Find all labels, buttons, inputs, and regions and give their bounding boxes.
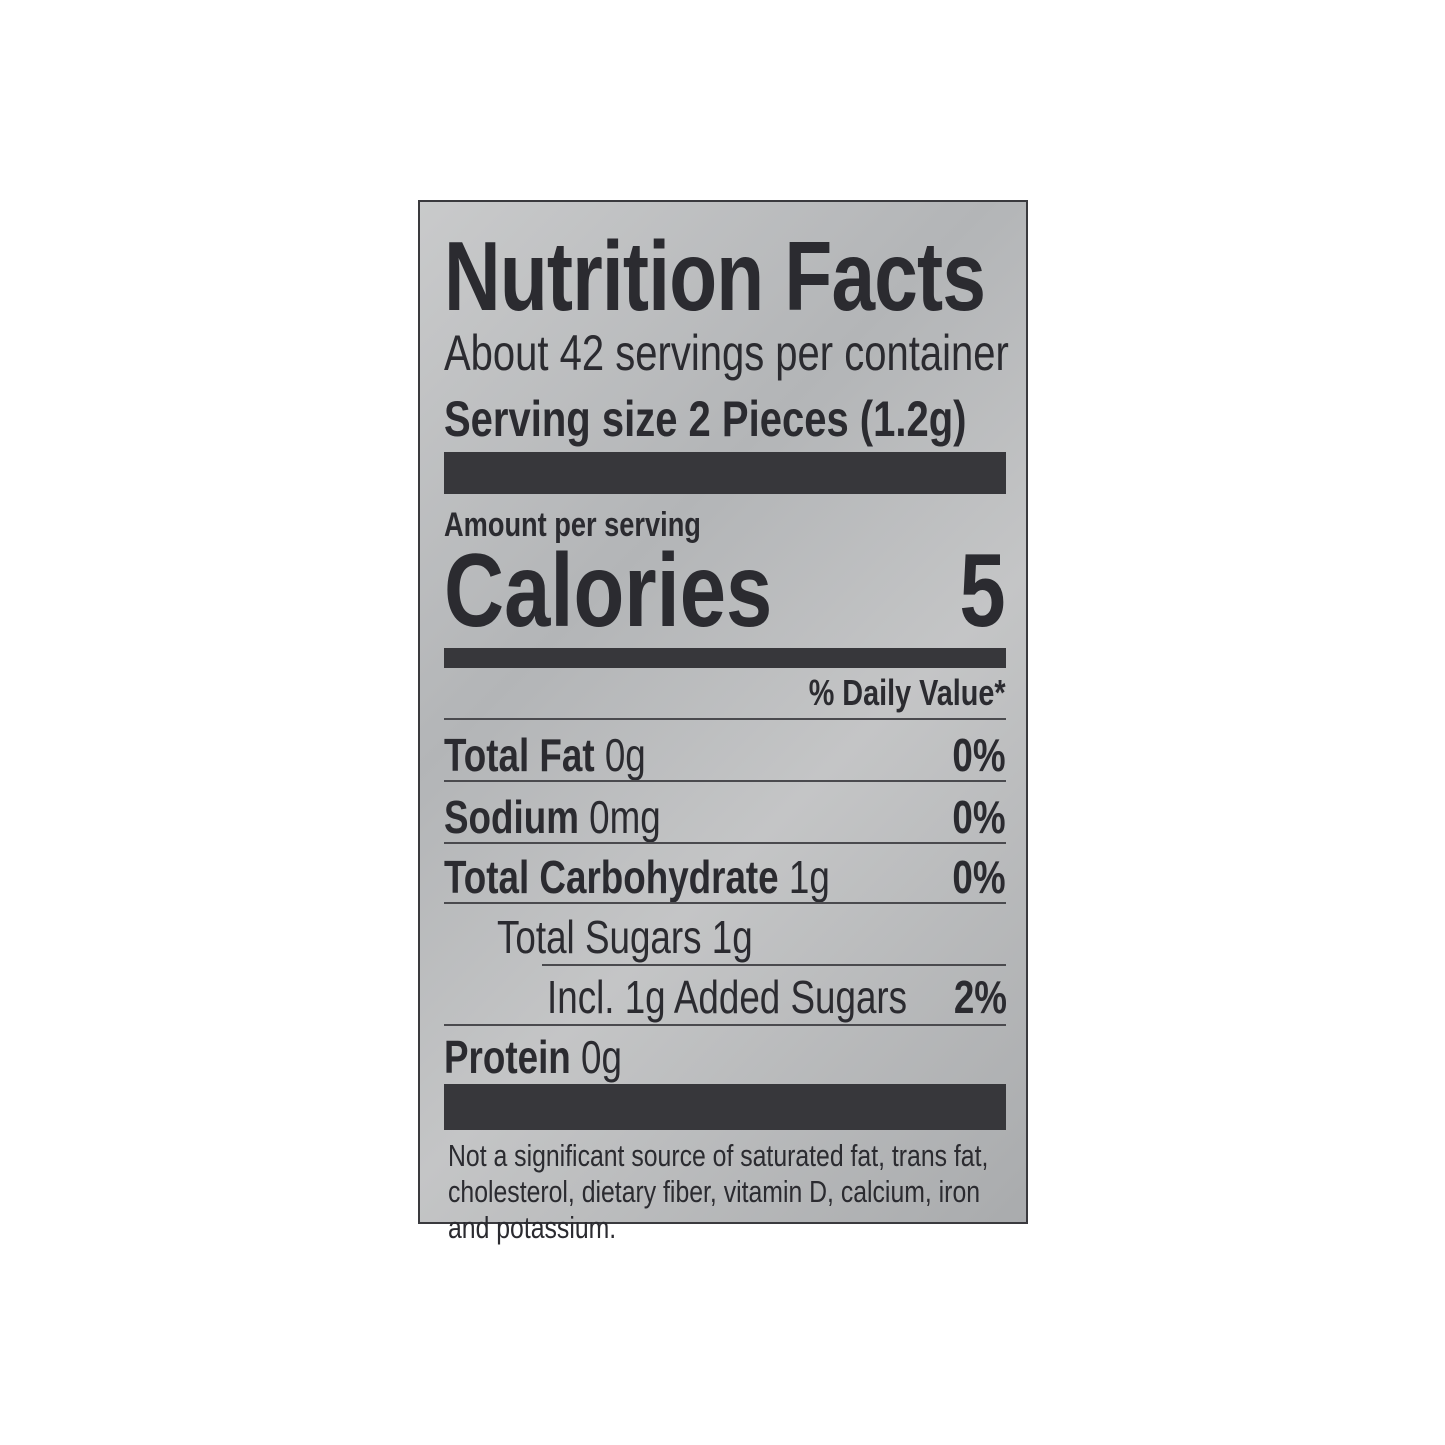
nutrition-facts-label: Nutrition Facts About 42 servings per co…	[418, 200, 1028, 1245]
medium-divider	[444, 648, 1006, 668]
divider	[444, 842, 1006, 844]
nutrient-row: Protein 0g	[444, 1030, 1006, 1084]
nutrient-amount: 0mg	[589, 791, 661, 843]
nutrient-name: Total Fat	[444, 729, 595, 781]
nutrient-amount: 0g	[581, 1031, 622, 1083]
daily-value-text: % Daily Value*	[808, 672, 1006, 713]
nutrient-dv: 0%	[952, 791, 1006, 843]
amount-text: Amount per serving	[444, 506, 701, 544]
label-title: Nutrition Facts	[444, 220, 1006, 333]
nutrient-name: Protein	[444, 1031, 571, 1083]
calories-value: 5	[959, 533, 1006, 649]
divider	[542, 964, 1006, 966]
calories-label: Calories	[444, 533, 773, 649]
servings-text: About 42 servings per container	[444, 325, 1009, 381]
nutrient-dv: 2%	[953, 971, 1007, 1023]
calories-row: Calories 5	[444, 532, 1006, 651]
serving-size-text: Serving size 2 Pieces (1.2g)	[444, 391, 967, 447]
daily-value-header: % Daily Value*	[444, 672, 1006, 714]
nutrient-row: Total Carbohydrate 1g 0%	[444, 850, 1006, 904]
nutrient-row: Total Fat 0g 0%	[444, 728, 1006, 782]
nutrient-amount: 1g	[788, 851, 830, 903]
title-text: Nutrition Facts	[444, 221, 986, 331]
servings-per-container: About 42 servings per container	[444, 324, 1009, 382]
nutrient-amount: 0g	[604, 729, 646, 781]
nutrient-name: Total Carbohydrate	[444, 851, 779, 903]
nutrient-row-sub: Incl. 1g Added Sugars 2%	[547, 970, 1007, 1024]
thick-divider	[444, 1084, 1006, 1130]
divider	[444, 718, 1006, 720]
thick-divider	[444, 452, 1006, 494]
serving-size: Serving size 2 Pieces (1.2g)	[444, 390, 1006, 448]
nutrient-dv: 0%	[952, 729, 1006, 781]
amount-per-serving: Amount per serving	[444, 506, 1006, 545]
nutrient-dv: 0%	[952, 851, 1006, 903]
nutrient-row-sub: Total Sugars 1g	[497, 910, 1006, 964]
divider	[444, 902, 1006, 904]
nutrient-amount: Incl. 1g Added Sugars	[547, 971, 908, 1023]
footnote: Not a significant source of saturated fa…	[448, 1138, 989, 1245]
nutrient-row: Sodium 0mg 0%	[444, 790, 1006, 844]
divider	[444, 1024, 1006, 1026]
nutrient-amount: Total Sugars 1g	[497, 911, 753, 963]
divider	[444, 780, 1006, 782]
nutrient-name: Sodium	[444, 791, 579, 843]
